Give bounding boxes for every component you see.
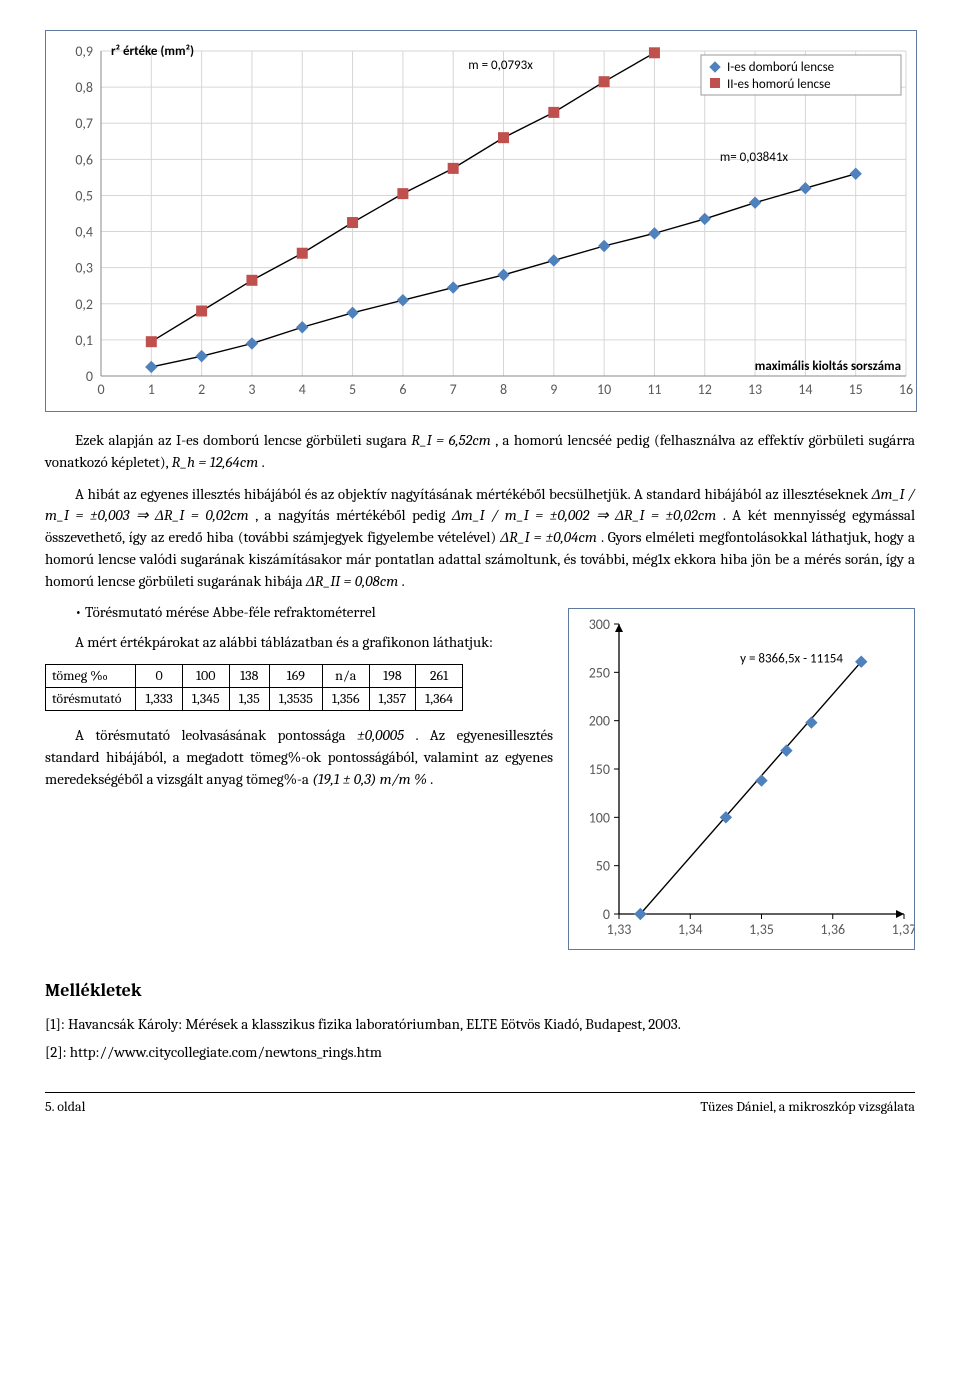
svg-text:2: 2 — [198, 381, 205, 398]
svg-text:200: 200 — [589, 713, 610, 730]
svg-text:12: 12 — [698, 381, 712, 398]
reference-2: [2]: http://www.citycollegiate.com/newto… — [45, 1042, 915, 1064]
svg-text:0,9: 0,9 — [75, 43, 93, 60]
table-cell: 1,345 — [182, 688, 229, 711]
svg-text:7: 7 — [450, 381, 457, 398]
svg-text:0,2: 0,2 — [75, 296, 93, 313]
svg-text:100: 100 — [589, 810, 610, 827]
svg-text:m = 0,0793x: m = 0,0793x — [468, 58, 533, 73]
p4a: A törésmutató leolvasásának pontossága — [75, 726, 357, 744]
p4m1: ±0,0005 — [357, 726, 404, 744]
reference-1: [1]: Havancsák Károly: Mérések a klasszi… — [45, 1014, 915, 1036]
table-cell: 1,35 — [229, 688, 269, 711]
svg-text:1,33: 1,33 — [607, 921, 632, 938]
svg-text:r² értéke (mm²): r² értéke (mm²) — [111, 44, 194, 59]
table-cell: n/a — [322, 664, 369, 687]
svg-text:0: 0 — [97, 381, 104, 398]
svg-text:0,6: 0,6 — [75, 151, 93, 168]
svg-text:9: 9 — [550, 381, 557, 398]
svg-text:0,8: 0,8 — [75, 79, 93, 96]
svg-text:0,7: 0,7 — [75, 115, 93, 132]
p1c: . — [262, 453, 265, 471]
p2b: , a nagyítás mértékéből pedig — [255, 506, 452, 524]
table-cell: 1,357 — [369, 688, 416, 711]
svg-text:13: 13 — [748, 381, 762, 398]
svg-text:0,4: 0,4 — [75, 224, 93, 241]
svg-text:3: 3 — [248, 381, 255, 398]
table-cell: 169 — [269, 664, 322, 687]
svg-text:300: 300 — [589, 616, 610, 633]
svg-text:maximális kioltás sorszáma: maximális kioltás sorszáma — [755, 359, 901, 374]
svg-text:0,3: 0,3 — [75, 260, 93, 277]
svg-text:1,37: 1,37 — [892, 921, 914, 938]
svg-text:1,35: 1,35 — [749, 921, 774, 938]
page-footer: 5. oldal Tüzes Dániel, a mikroszkóp vizs… — [45, 1092, 915, 1117]
svg-text:15: 15 — [849, 381, 863, 398]
svg-text:10: 10 — [597, 381, 611, 398]
svg-text:I-es domború lencse: I-es domború lencse — [727, 60, 834, 75]
svg-text:5: 5 — [349, 381, 356, 398]
table-cell: tömeg ‰ — [46, 664, 136, 687]
table-cell: 1,364 — [416, 688, 463, 711]
attachments-heading: Mellékletek — [45, 978, 915, 1004]
p1m2: R_h = 12,64cm — [172, 453, 259, 471]
svg-text:4: 4 — [299, 381, 306, 398]
svg-text:1,34: 1,34 — [678, 921, 703, 938]
svg-text:11: 11 — [647, 381, 661, 398]
paragraph-1: Ezek alapján az I-es domború lencse görb… — [45, 430, 915, 474]
p1a: Ezek alapján az I-es domború lencse görb… — [75, 431, 411, 449]
svg-text:150: 150 — [589, 761, 610, 778]
footer-page-number: 5. oldal — [45, 1097, 85, 1117]
svg-text:50: 50 — [596, 858, 610, 875]
svg-text:0: 0 — [603, 906, 610, 923]
refractometer-chart: 1,33 1,34 1,35 1,36 1,37 0 50 100 150 200 250 300 y … — [568, 608, 915, 950]
refractometer-table: tömeg ‰0100138169n/a198261törésmutató1,3… — [45, 664, 463, 712]
p2e: . — [402, 572, 405, 590]
table-cell: 261 — [416, 664, 463, 687]
p2m4: ΔR_II = 0,08cm — [306, 572, 398, 590]
p2m2: Δm_I / m_I = ±0,002 ⇒ ΔR_I = ±0,02cm — [452, 506, 716, 524]
table-cell: 1,3535 — [269, 688, 322, 711]
table-cell: 1,333 — [136, 688, 182, 711]
table-cell: 138 — [229, 664, 269, 687]
svg-text:14: 14 — [798, 381, 812, 398]
p4m2: (19,1 ± 0,3) m/m % — [312, 770, 427, 788]
svg-text:0,5: 0,5 — [75, 187, 93, 204]
table-cell: 0 — [136, 664, 182, 687]
svg-text:1: 1 — [148, 381, 155, 398]
svg-text:m= 0,03841x: m= 0,03841x — [720, 150, 789, 165]
table-cell: törésmutató — [46, 688, 136, 711]
svg-text:0,1: 0,1 — [75, 332, 93, 349]
svg-text:y = 8366,5x - 11154: y = 8366,5x - 11154 — [740, 652, 843, 667]
svg-text:6: 6 — [399, 381, 406, 398]
footer-author: Tüzes Dániel, a mikroszkóp vizsgálata — [700, 1097, 915, 1117]
svg-text:1,36: 1,36 — [820, 921, 845, 938]
table-cell: 198 — [369, 664, 416, 687]
bullet1-text: Törésmutató mérése Abbe-féle refraktomét… — [85, 603, 376, 621]
svg-text:8: 8 — [500, 381, 507, 398]
svg-text:250: 250 — [589, 665, 610, 682]
table-cell: 100 — [182, 664, 229, 687]
r2-chart: 01234567891011121314151600,10,20,30,40,5… — [45, 30, 917, 412]
p4c: . — [430, 770, 433, 788]
paragraph-2: A hibát az egyenes illesztés hibájából é… — [45, 484, 915, 593]
table-cell: 1,356 — [322, 688, 369, 711]
svg-text:II-es homorú lencse: II-es homorú lencse — [727, 77, 831, 92]
svg-text:0: 0 — [86, 368, 93, 385]
p2a: A hibát az egyenes illesztés hibájából é… — [75, 485, 872, 503]
p2m3: ΔR_I = ±0,04cm — [500, 528, 597, 546]
svg-text:16: 16 — [899, 381, 913, 398]
p1m1: R_I = 6,52cm — [411, 431, 491, 449]
